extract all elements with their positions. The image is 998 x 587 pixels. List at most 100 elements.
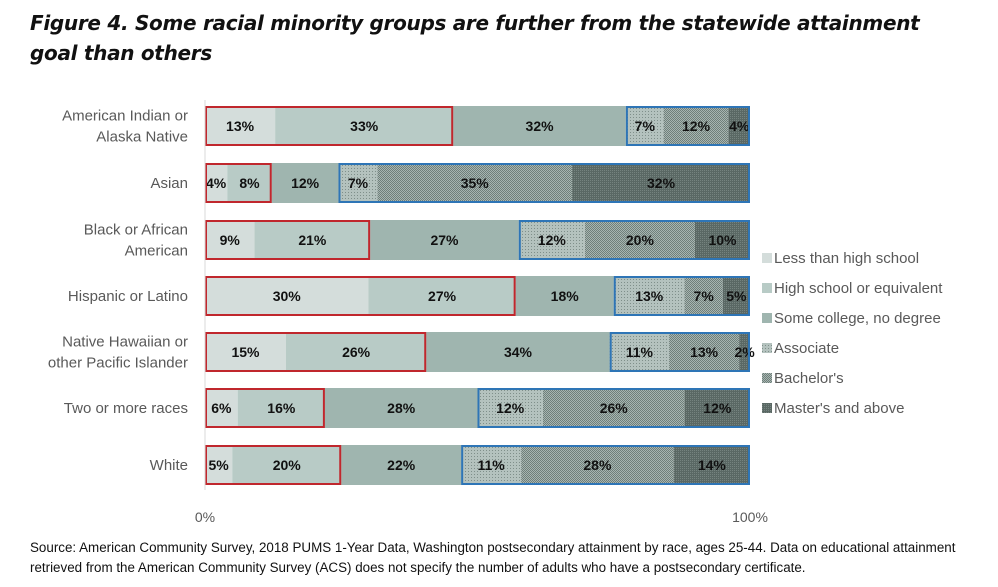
data-label: 20% <box>626 232 655 248</box>
category-label: Hispanic or Latino <box>68 288 188 305</box>
data-label: 14% <box>698 457 727 473</box>
bar-segment <box>684 276 723 316</box>
legend-swatch <box>762 403 772 413</box>
data-label: 34% <box>504 344 533 360</box>
bar-segment <box>663 106 729 146</box>
data-label: 32% <box>647 175 676 191</box>
legend-label: Master's and above <box>774 400 904 417</box>
legend-swatch <box>762 283 772 293</box>
data-label: 32% <box>526 118 555 134</box>
bar-segment <box>205 445 233 485</box>
bar-segment <box>338 163 378 203</box>
highlight-outline-below-postsecondary <box>205 276 516 316</box>
highlight-outline-degree <box>477 388 750 428</box>
category-label: White <box>150 457 188 474</box>
data-label: 5% <box>209 457 230 473</box>
bar-segment <box>426 332 610 372</box>
data-label: 7% <box>694 288 715 304</box>
data-label: 2% <box>734 344 755 360</box>
stacked-bar-chart: 13% 33% 32% 7% 12% 4% 4% 8% 12% 7% 35% 32% 9% 21% 27% 1… <box>48 100 943 525</box>
legend-swatch <box>762 313 772 323</box>
data-label: 13% <box>635 288 664 304</box>
category-label: Black or African American <box>84 222 188 260</box>
highlight-outline-below-postsecondary <box>205 388 325 428</box>
data-label: 33% <box>350 118 379 134</box>
category-label: Asian <box>150 175 188 192</box>
category-label: American Indian or Alaska Native <box>62 108 188 146</box>
data-label: 26% <box>342 344 371 360</box>
bar-segment <box>722 276 750 316</box>
data-label: 15% <box>231 344 260 360</box>
bar-segment <box>227 163 272 203</box>
legend-swatch <box>762 343 772 353</box>
highlight-outline-degree <box>613 276 750 316</box>
bar-segment <box>613 276 685 316</box>
category-label: Native Hawaiian or other Pacific Islander <box>48 334 188 372</box>
x-tick-label: 100% <box>732 509 768 525</box>
data-label: 12% <box>682 118 711 134</box>
x-tick-label: 0% <box>195 509 215 525</box>
legend-swatch <box>762 373 772 383</box>
data-label: 12% <box>496 400 525 416</box>
data-label: 28% <box>387 400 416 416</box>
data-label: 21% <box>298 232 327 248</box>
data-label: 10% <box>708 232 737 248</box>
bar-segment <box>461 445 522 485</box>
chart-title: Figure 4. Some racial minority groups ar… <box>30 11 920 65</box>
bar-segment <box>542 388 685 428</box>
bar-segment <box>728 106 750 146</box>
bar-segment <box>205 220 255 260</box>
highlight-outline-below-postsecondary <box>205 332 427 372</box>
legend: Less than high school High school or equi… <box>762 250 943 417</box>
bar-segment <box>205 276 369 316</box>
bar-segment <box>205 163 228 203</box>
data-label: 18% <box>551 288 580 304</box>
data-label: 35% <box>461 175 490 191</box>
legend-label: Associate <box>774 340 839 357</box>
bar-segment <box>205 332 286 372</box>
legend-label: Less than high school <box>774 250 919 267</box>
bars: 13% 33% 32% 7% 12% 4% 4% 8% 12% 7% 35% 32% 9% 21% 27% 1… <box>205 106 755 485</box>
highlight-outline-below-postsecondary <box>205 163 272 203</box>
data-label: 8% <box>239 175 260 191</box>
data-label: 11% <box>478 457 506 473</box>
bar-segment <box>521 445 674 485</box>
bar-segment <box>515 276 614 316</box>
data-label: 5% <box>726 288 747 304</box>
bar-segment <box>271 163 339 203</box>
data-label: 26% <box>600 400 629 416</box>
data-label: 13% <box>226 118 255 134</box>
highlight-outline-degree <box>609 332 750 372</box>
bar-segment <box>584 220 695 260</box>
data-label: 6% <box>211 400 232 416</box>
highlight-outline-below-postsecondary <box>205 106 454 146</box>
bar-segment <box>609 332 670 372</box>
data-label: 4% <box>206 175 227 191</box>
highlight-outline-below-postsecondary <box>205 445 342 485</box>
bar-segment <box>572 163 750 203</box>
source-note: Source: American Community Survey, 2018 … <box>30 540 956 575</box>
bar-segment <box>370 220 519 260</box>
highlight-outline-degree <box>461 445 750 485</box>
bar-segment <box>377 163 573 203</box>
legend-label: High school or equivalent <box>774 280 943 297</box>
bar-segment <box>673 445 750 485</box>
data-label: 16% <box>267 400 296 416</box>
bar-segment <box>205 388 238 428</box>
data-label: 7% <box>348 175 369 191</box>
bar-segment <box>285 332 427 372</box>
data-label: 27% <box>428 288 457 304</box>
bar-segment <box>739 332 750 372</box>
bar-segment <box>694 220 750 260</box>
bar-segment <box>625 106 664 146</box>
bar-segment <box>275 106 454 146</box>
data-label: 27% <box>430 232 459 248</box>
legend-label: Bachelor's <box>774 370 844 387</box>
data-label: 9% <box>220 232 241 248</box>
highlight-outline-degree <box>338 163 750 203</box>
bar-segment <box>453 106 626 146</box>
data-label: 22% <box>387 457 416 473</box>
bar-segment <box>237 388 325 428</box>
data-label: 30% <box>273 288 302 304</box>
bar-segment <box>254 220 371 260</box>
